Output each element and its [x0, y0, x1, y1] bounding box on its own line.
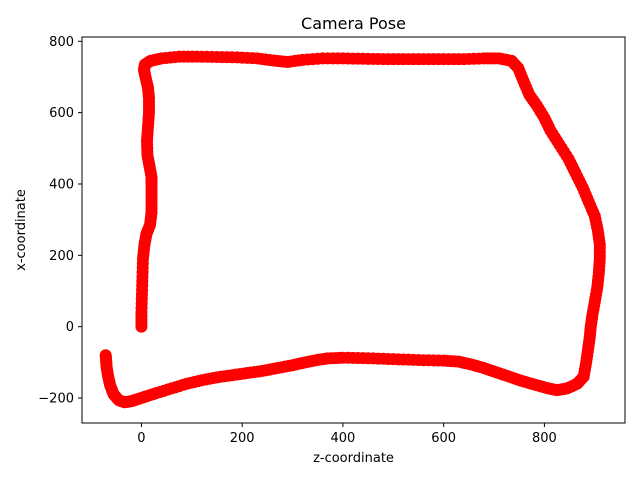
y-tick-label: 200 [49, 249, 74, 264]
y-tick-label: 800 [49, 35, 74, 50]
plot-frame [81, 36, 626, 424]
x-tick-label: 200 [230, 431, 255, 446]
data-point [99, 349, 112, 362]
scatter-points [99, 50, 606, 409]
x-axis-title: z-coordinate [313, 451, 394, 466]
x-tick-label: 800 [532, 431, 557, 446]
x-axis: 0 200 400 600 800 [137, 423, 557, 446]
x-tick-label: 400 [331, 431, 356, 446]
plot-area [81, 36, 626, 424]
x-tick-label: 0 [137, 431, 145, 446]
y-tick-label: 600 [49, 106, 74, 121]
chart-title: Camera Pose [301, 14, 406, 33]
y-tick-label: 400 [49, 177, 74, 192]
y-axis-title: x-coordinate [14, 189, 29, 271]
x-tick-label: 600 [431, 431, 456, 446]
y-tick-label: 0 [66, 320, 74, 335]
y-axis: −200 0 200 400 600 800 [38, 35, 82, 407]
y-tick-label: −200 [38, 392, 74, 407]
plot-background [82, 37, 625, 423]
